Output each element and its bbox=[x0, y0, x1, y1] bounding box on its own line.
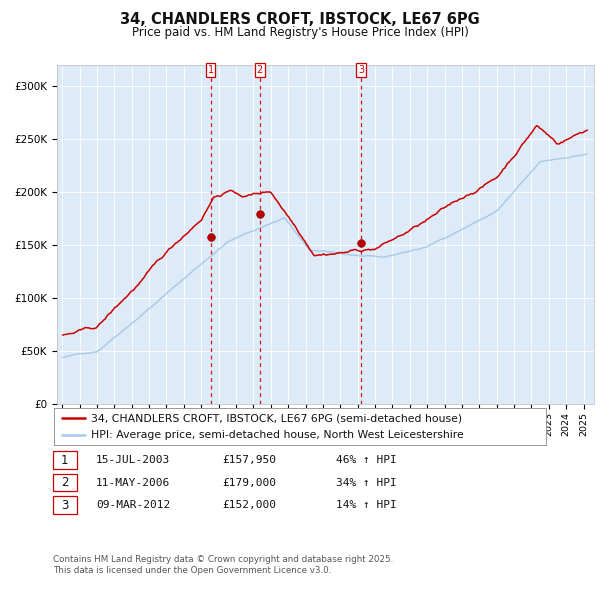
Text: £179,000: £179,000 bbox=[222, 478, 276, 487]
Text: 09-MAR-2012: 09-MAR-2012 bbox=[96, 500, 170, 510]
Text: 2: 2 bbox=[257, 65, 263, 75]
Text: Contains HM Land Registry data © Crown copyright and database right 2025.
This d: Contains HM Land Registry data © Crown c… bbox=[53, 555, 393, 575]
Text: 46% ↑ HPI: 46% ↑ HPI bbox=[336, 455, 397, 465]
Text: HPI: Average price, semi-detached house, North West Leicestershire: HPI: Average price, semi-detached house,… bbox=[91, 431, 464, 440]
Text: Price paid vs. HM Land Registry's House Price Index (HPI): Price paid vs. HM Land Registry's House … bbox=[131, 26, 469, 39]
Text: 11-MAY-2006: 11-MAY-2006 bbox=[96, 478, 170, 487]
Text: 3: 3 bbox=[61, 499, 68, 512]
Text: 3: 3 bbox=[358, 65, 364, 75]
Text: 1: 1 bbox=[61, 454, 68, 467]
Text: 1: 1 bbox=[208, 65, 214, 75]
Text: 34% ↑ HPI: 34% ↑ HPI bbox=[336, 478, 397, 487]
Text: 34, CHANDLERS CROFT, IBSTOCK, LE67 6PG (semi-detached house): 34, CHANDLERS CROFT, IBSTOCK, LE67 6PG (… bbox=[91, 414, 462, 423]
Text: £152,000: £152,000 bbox=[222, 500, 276, 510]
Text: £157,950: £157,950 bbox=[222, 455, 276, 465]
Text: 2: 2 bbox=[61, 476, 68, 489]
Text: 34, CHANDLERS CROFT, IBSTOCK, LE67 6PG: 34, CHANDLERS CROFT, IBSTOCK, LE67 6PG bbox=[120, 12, 480, 27]
Text: 15-JUL-2003: 15-JUL-2003 bbox=[96, 455, 170, 465]
Text: 14% ↑ HPI: 14% ↑ HPI bbox=[336, 500, 397, 510]
